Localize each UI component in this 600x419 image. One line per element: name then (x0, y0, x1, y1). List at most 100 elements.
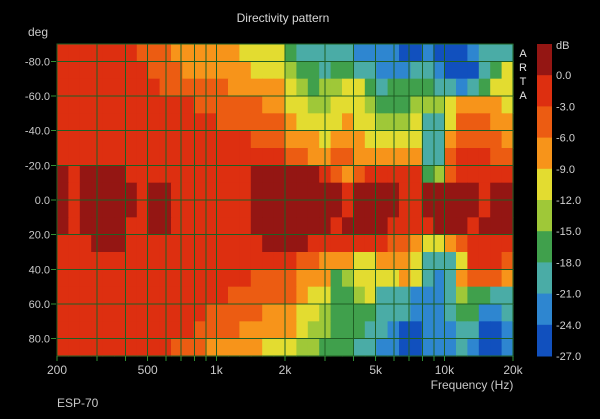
legend-tick-label: 0.0 (556, 70, 571, 82)
heatmap-cell (330, 286, 343, 305)
heatmap-cell (102, 304, 115, 322)
heatmap-cell (57, 44, 69, 62)
heatmap-cell (410, 304, 423, 322)
heatmap-cell (501, 321, 514, 340)
y-tick-label: -40.0 (25, 126, 50, 138)
heatmap-cell (444, 252, 457, 270)
heatmap-cell (490, 234, 503, 253)
heatmap-cell (262, 200, 275, 218)
heatmap (57, 44, 514, 357)
heatmap-cell (250, 44, 263, 62)
heatmap-cell (193, 148, 206, 166)
legend-swatch (537, 106, 552, 139)
heatmap-cell (102, 252, 115, 270)
heatmap-cell (478, 321, 491, 340)
heatmap-cell (364, 113, 377, 132)
heatmap-cell (376, 165, 389, 184)
heatmap-cell (273, 182, 286, 201)
heatmap-cell (102, 182, 115, 201)
heatmap-cell (376, 321, 389, 340)
heatmap-cell (285, 61, 297, 80)
heatmap-cell (330, 234, 343, 253)
heatmap-cell (216, 217, 229, 236)
heatmap-cell (330, 338, 343, 357)
heatmap-cell (205, 321, 218, 340)
heatmap-cell (79, 78, 92, 97)
heatmap-cell (490, 286, 503, 305)
heatmap-cell (342, 113, 354, 132)
heatmap-cell (285, 182, 297, 201)
heatmap-cell (239, 304, 252, 322)
heatmap-cell (296, 78, 309, 97)
heatmap-cell (182, 338, 195, 357)
heatmap-cell (182, 61, 195, 80)
heatmap-cell (273, 321, 286, 340)
heatmap-cell (239, 78, 252, 97)
heatmap-cell (342, 61, 354, 80)
heatmap-cell (353, 321, 366, 340)
heatmap-cell (501, 182, 514, 201)
heatmap-cell (353, 61, 366, 80)
heatmap-cell (490, 130, 503, 149)
heatmap-cell (444, 113, 457, 132)
heatmap-cell (376, 182, 389, 201)
heatmap-cell (114, 234, 126, 253)
heatmap-cell (501, 234, 514, 253)
heatmap-cell (182, 269, 195, 288)
heatmap-cell (79, 61, 92, 80)
heatmap-cell (262, 61, 275, 80)
heatmap-cell (330, 252, 343, 270)
heatmap-cell (114, 148, 126, 166)
heatmap-cell (467, 182, 480, 201)
heatmap-cell (205, 113, 218, 132)
heatmap-cell (193, 165, 206, 184)
heatmap-cell (364, 130, 377, 149)
heatmap-cell (57, 234, 69, 253)
heatmap-cell (250, 269, 263, 288)
heatmap-cell (182, 113, 195, 132)
heatmap-cell (193, 304, 206, 322)
heatmap-cell (273, 217, 286, 236)
heatmap-cell (68, 321, 81, 340)
heatmap-cell (285, 286, 297, 305)
heatmap-cell (205, 61, 218, 80)
heatmap-cell (57, 286, 69, 305)
heatmap-cell (364, 78, 377, 97)
heatmap-cell (410, 61, 423, 80)
heatmap-cell (216, 269, 229, 288)
heatmap-cell (342, 148, 354, 166)
heatmap-cell (364, 304, 377, 322)
heatmap-cell (102, 113, 115, 132)
heatmap-cell (410, 338, 423, 357)
heatmap-cell (296, 96, 309, 114)
heatmap-cell (433, 182, 446, 201)
heatmap-cell (273, 44, 286, 62)
heatmap-cell (68, 338, 81, 357)
heatmap-cell (79, 286, 92, 305)
heatmap-cell (296, 304, 309, 322)
heatmap-cell (444, 130, 457, 149)
heatmap-cell (307, 96, 320, 114)
heatmap-cell (125, 252, 138, 270)
heatmap-cell (456, 130, 468, 149)
heatmap-cell (478, 78, 491, 97)
heatmap-cell (342, 200, 354, 218)
heatmap-cell (490, 44, 503, 62)
heatmap-cell (376, 148, 389, 166)
heatmap-cell (205, 286, 218, 305)
heatmap-cell (501, 130, 514, 149)
heatmap-cell (102, 338, 115, 357)
heatmap-cell (125, 338, 138, 357)
heatmap-cell (444, 148, 457, 166)
heatmap-cell (285, 200, 297, 218)
heatmap-cell (467, 217, 480, 236)
heatmap-cell (68, 165, 81, 184)
heatmap-cell (478, 338, 491, 357)
heatmap-cell (216, 304, 229, 322)
heatmap-cell (433, 286, 446, 305)
heatmap-cell (296, 338, 309, 357)
heatmap-cell (205, 234, 218, 253)
heatmap-cell (262, 234, 275, 253)
heatmap-cell (262, 252, 275, 270)
heatmap-cell (228, 304, 240, 322)
